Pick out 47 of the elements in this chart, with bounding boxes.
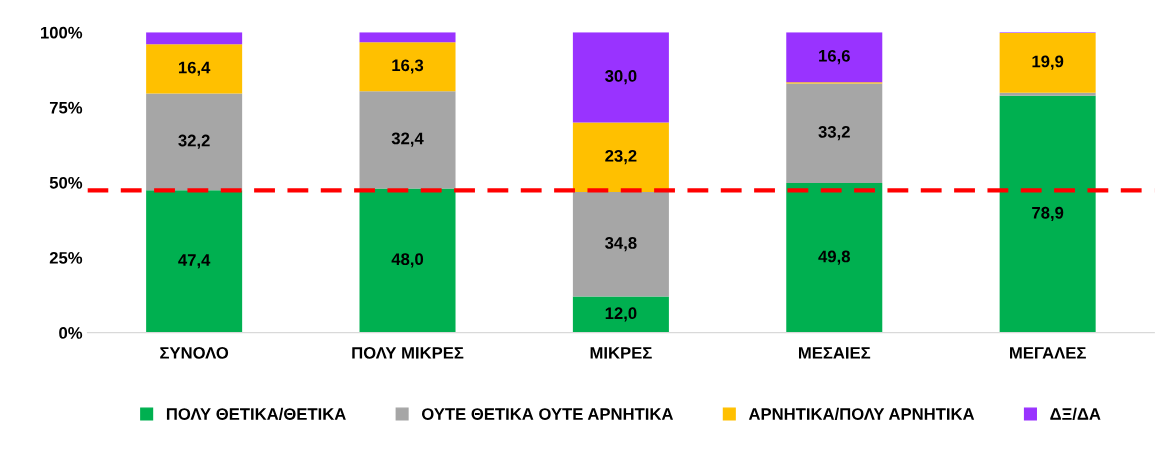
bar <box>999 32 1096 93</box>
bar <box>146 32 243 45</box>
data-label: 12,0 <box>605 307 637 322</box>
y-tick-label: 0% <box>59 327 83 339</box>
data-label: 49,8 <box>818 250 850 265</box>
bar <box>359 188 456 333</box>
bar <box>146 190 243 333</box>
data-label: 34,8 <box>605 237 637 252</box>
bar <box>572 192 669 297</box>
data-label: 32,4 <box>391 132 424 147</box>
x-tick-label: ΜΕΣΑΙΕΣ <box>798 347 871 359</box>
bar <box>359 42 456 92</box>
bar <box>786 32 883 83</box>
x-tick-label: ΜΕΓΑΛΕΣ <box>1010 347 1086 359</box>
legend-label: ΟΥΤΕ ΘΕΤΙΚΑ ΟΥΤΕ ΑΡΝΗΤΙΚΑ <box>421 408 674 420</box>
data-label: 23,2 <box>605 149 637 165</box>
bar <box>786 183 883 333</box>
bar <box>359 32 456 43</box>
bar <box>146 44 243 94</box>
y-tick-label: 75% <box>49 101 83 114</box>
y-tick-label: 100% <box>41 26 83 39</box>
legend-label: ΠΟΛΥ ΘΕΤΙΚΑ/ΘΕΤΙΚΑ <box>166 407 346 421</box>
x-tick-label: ΜΙΚΡΕΣ <box>590 347 652 359</box>
bar <box>999 95 1096 333</box>
bar <box>572 32 669 123</box>
legend-label: ΔΞ/ΔΑ <box>1050 407 1101 421</box>
bar <box>146 93 243 191</box>
bar <box>572 296 669 333</box>
bar <box>999 92 1096 96</box>
data-label: 48,0 <box>391 253 424 268</box>
bar <box>786 83 883 184</box>
data-label: 32,2 <box>178 134 210 149</box>
bar <box>359 91 456 189</box>
x-tick-label: ΣΥΝΟΛΟ <box>160 346 229 359</box>
y-tick-label: 25% <box>49 251 83 264</box>
data-label: 30,0 <box>605 70 637 85</box>
data-label: 19,9 <box>1032 55 1064 70</box>
data-label: 16,4 <box>178 61 211 76</box>
data-label: 16,3 <box>392 59 424 74</box>
data-label: 78,9 <box>1032 206 1064 222</box>
data-label: 33,2 <box>818 125 850 141</box>
data-label: 47,4 <box>178 254 211 269</box>
legend-label: ΑΡΝΗΤΙΚΑ/ΠΟΛΥ ΑΡΝΗΤΙΚΑ <box>748 407 975 421</box>
x-tick-label: ΠΟΛΥ ΜΙΚΡΕΣ <box>352 346 464 359</box>
y-tick-label: 50% <box>49 176 83 189</box>
bar <box>572 122 669 193</box>
data-label: 16,6 <box>819 49 850 65</box>
